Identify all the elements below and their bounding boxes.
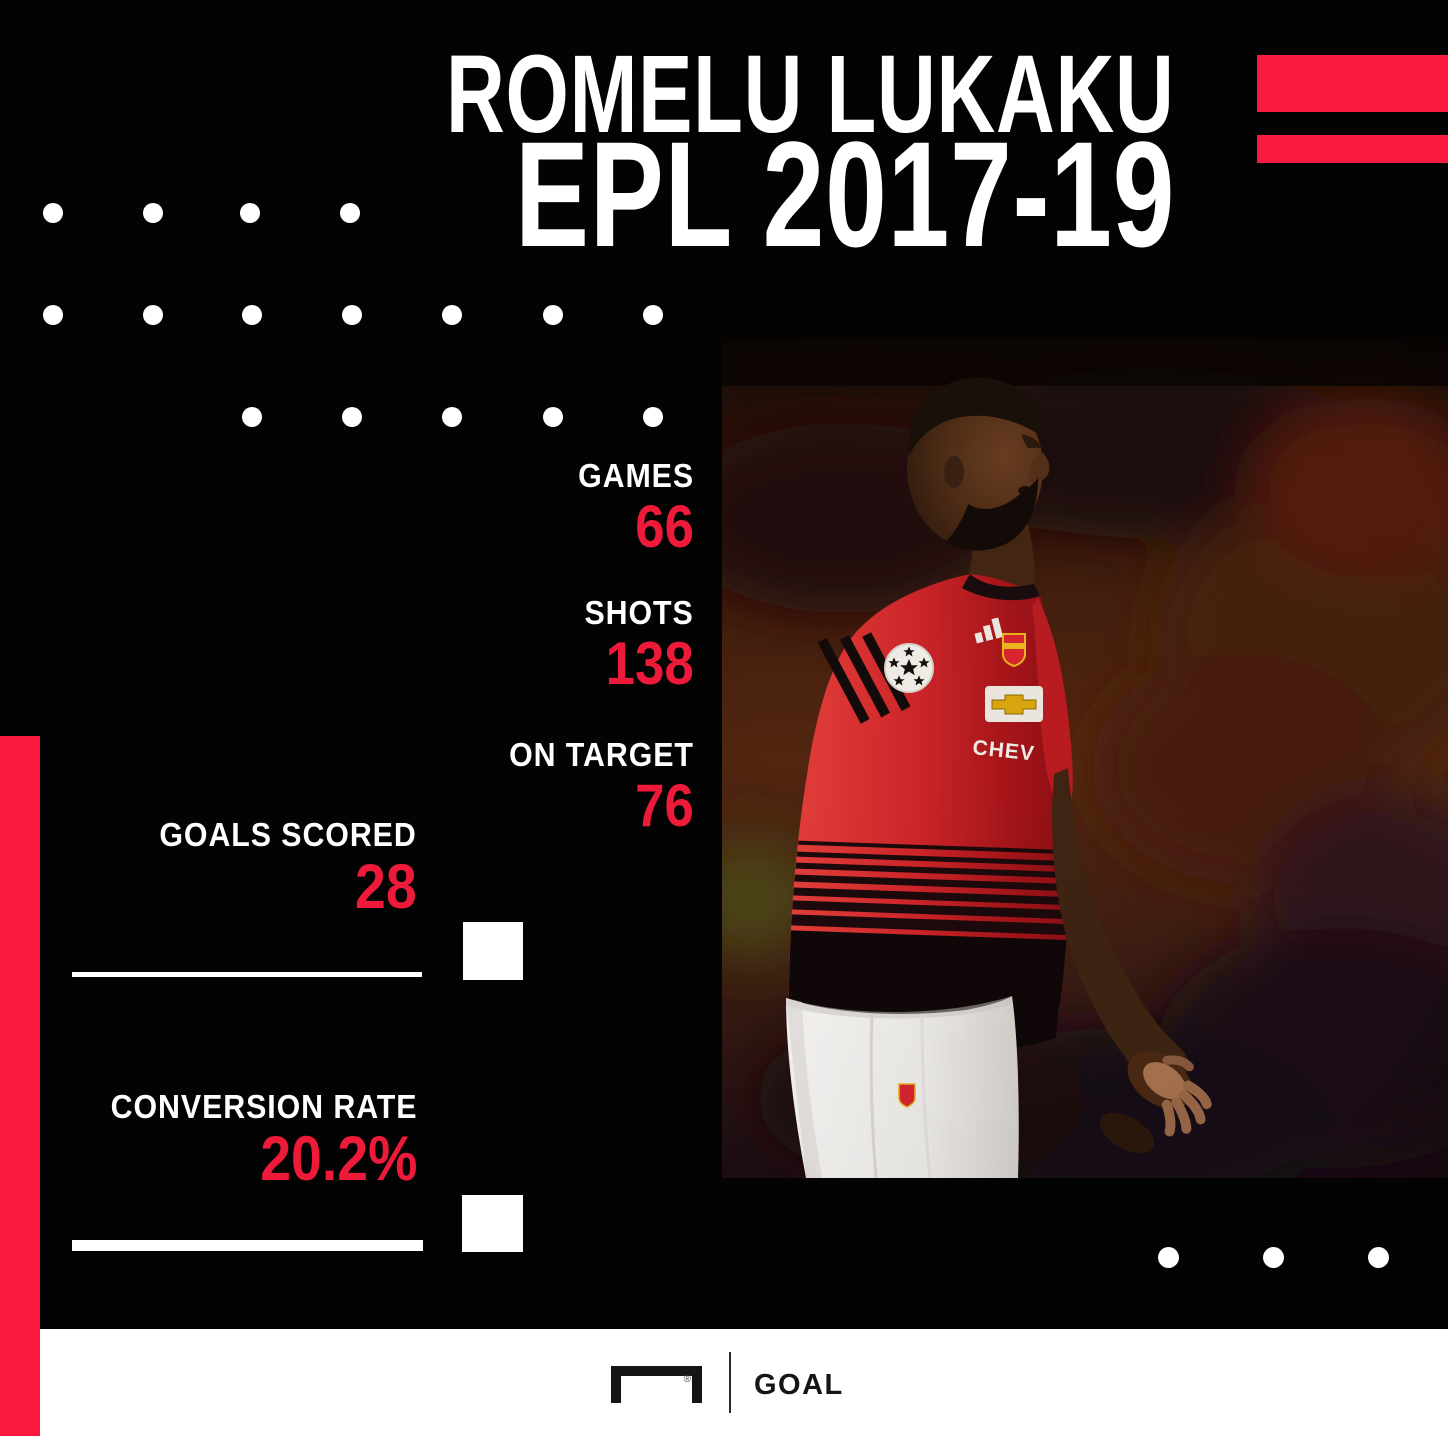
decorative-dot [143, 305, 163, 325]
stat-label: SHOTS [584, 594, 694, 631]
decorative-dot [143, 203, 163, 223]
decorative-dot [1158, 1247, 1179, 1268]
stat-conversion-rate: CONVERSION RATE 20.2% [84, 1088, 417, 1194]
stat-label: GAMES [578, 457, 694, 494]
stat-value: 20.2% [259, 1124, 417, 1194]
decorative-dot [240, 203, 260, 223]
registered-mark: ® [683, 1374, 691, 1385]
stat-label: GOALS SCORED [159, 816, 417, 853]
decorative-dot [43, 305, 63, 325]
decorative-dot [340, 203, 360, 223]
stat-on-target: ON TARGET 76 [493, 736, 694, 839]
player-photo: CHEV [722, 338, 1448, 1178]
brand-text: GOAL [754, 1369, 844, 1401]
stat-value: 76 [635, 772, 694, 839]
stat-label: ON TARGET [509, 736, 694, 773]
decorative-dot [543, 407, 563, 427]
decorative-square [463, 922, 523, 980]
divider-line [72, 1240, 423, 1251]
decorative-dot [543, 305, 563, 325]
decorative-dot [643, 305, 663, 325]
decorative-dot [342, 407, 362, 427]
decorative-square [462, 1195, 523, 1252]
footer: ® GOAL [0, 1329, 1448, 1436]
stat-value: 28 [355, 852, 417, 922]
stat-value: 138 [605, 630, 694, 697]
stat-value: 66 [635, 493, 694, 560]
decorative-dot [643, 407, 663, 427]
stat-games: GAMES 66 [568, 457, 694, 560]
divider-line [72, 972, 422, 977]
goalpost-icon: ® [611, 1366, 702, 1403]
decorative-dot [442, 305, 462, 325]
accent-bar-bottom [1257, 135, 1448, 163]
season-subtitle: EPL 2017-19 [514, 110, 1175, 278]
stat-shots: SHOTS 138 [575, 594, 694, 697]
accent-bar-top [1257, 55, 1448, 112]
decorative-dot [342, 305, 362, 325]
player-name-title: ROMELU LUKAKU [446, 33, 1175, 156]
stat-goals-scored: GOALS SCORED 28 [137, 816, 417, 922]
decorative-dot [442, 407, 462, 427]
decorative-dot [1263, 1247, 1284, 1268]
logo-separator [729, 1352, 731, 1413]
player-photo-art: CHEV [722, 338, 1448, 1178]
decorative-dot [1368, 1247, 1389, 1268]
decorative-dot [242, 305, 262, 325]
decorative-dot [242, 407, 262, 427]
decorative-dot [43, 203, 63, 223]
stat-label: CONVERSION RATE [110, 1088, 417, 1125]
accent-bar-left [0, 736, 40, 1436]
